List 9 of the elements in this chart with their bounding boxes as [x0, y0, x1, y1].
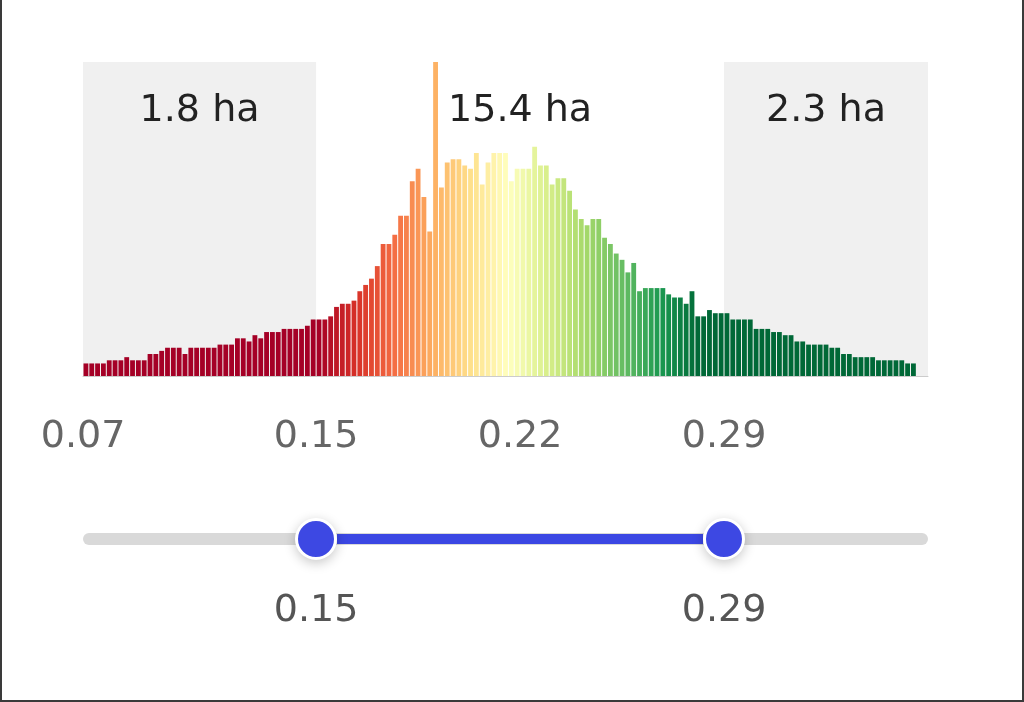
x-tick-label: 0.29: [681, 412, 767, 456]
x-tick-label: 0.15: [273, 412, 359, 456]
annotation: 15.4 ha: [448, 86, 593, 130]
x-tick-label: 0.07: [40, 412, 126, 456]
band-label: 1.8 ha: [139, 86, 260, 130]
band-label: 2.3 ha: [766, 86, 886, 130]
text: 0.15: [273, 586, 359, 630]
text: 0.29: [681, 586, 767, 630]
x-tick-label: 0.22: [477, 412, 563, 456]
